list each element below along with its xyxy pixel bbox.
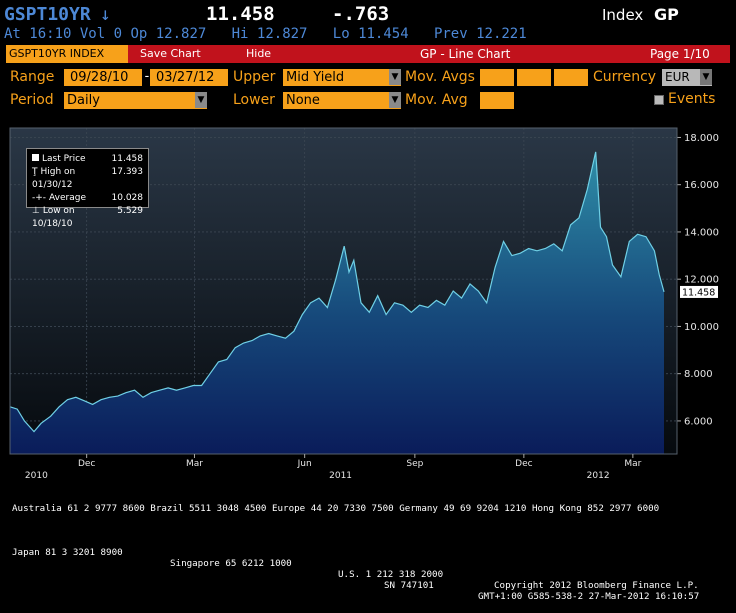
y-tick-label: 18.000 bbox=[684, 133, 719, 144]
low-marker-icon: ⊥ bbox=[32, 206, 40, 216]
price-area bbox=[10, 151, 664, 454]
price-line bbox=[9, 151, 665, 433]
page-indicator[interactable]: Page 1/10 bbox=[650, 47, 710, 61]
last-price-swatch-icon bbox=[32, 154, 39, 161]
footer-sn: SN 747101 bbox=[384, 580, 434, 591]
period-select[interactable]: Daily ▼ bbox=[64, 92, 207, 109]
range-end-input[interactable]: 03/27/12 bbox=[150, 69, 228, 86]
save-chart-button[interactable]: Save Chart bbox=[140, 47, 201, 60]
footer-japan: Japan 81 3 3201 8900 bbox=[12, 547, 123, 558]
last-value-label: 11.458 bbox=[682, 287, 715, 298]
lower-select[interactable]: None ▼ bbox=[283, 92, 401, 109]
x-year-label: 2010 bbox=[25, 471, 48, 480]
upper-label: Upper bbox=[233, 69, 276, 85]
legend-row-high: Ţ High on 01/30/12 17.393 bbox=[32, 166, 143, 192]
mov-avg-label: Mov. Avg bbox=[405, 92, 468, 108]
index-code: GP bbox=[654, 5, 679, 24]
index-label: Index bbox=[602, 6, 644, 24]
chevron-down-icon[interactable]: ▼ bbox=[195, 92, 207, 108]
toolbar bbox=[6, 45, 730, 63]
range-separator: - bbox=[143, 69, 151, 84]
x-tick-label: Jun bbox=[297, 459, 312, 469]
range-label: Range bbox=[10, 69, 55, 85]
x-tick-label: Dec bbox=[515, 459, 532, 469]
legend-high-label: High on 01/30/12 bbox=[32, 167, 76, 190]
ticker-symbol: GSPT10YR bbox=[4, 4, 91, 25]
legend-row-low: ⊥ Low on 10/18/10 5.529 bbox=[32, 205, 143, 231]
hide-button[interactable]: Hide bbox=[246, 47, 272, 60]
quote-at: At 16:10 bbox=[4, 26, 72, 42]
chevron-down-icon[interactable]: ▼ bbox=[389, 69, 401, 85]
security-field[interactable]: GSPT10YR INDEX bbox=[6, 45, 128, 63]
period-select-value: Daily bbox=[67, 93, 100, 108]
high-marker-icon: Ţ bbox=[32, 167, 38, 177]
legend-avg-label: Average bbox=[49, 193, 87, 203]
x-tick-label: Sep bbox=[406, 459, 423, 469]
legend-low-value: 5.529 bbox=[117, 206, 143, 216]
y-tick-label: 10.000 bbox=[684, 322, 719, 333]
legend-high-value: 17.393 bbox=[111, 167, 144, 177]
footer-timestamp: GMT+1:00 G585-538-2 27-Mar-2012 16:10:57 bbox=[478, 591, 700, 602]
x-year-label: 2012 bbox=[587, 471, 610, 480]
footer-singapore: Singapore 65 6212 1000 bbox=[170, 558, 292, 569]
last-price: 11.458 bbox=[206, 3, 275, 25]
x-tick-label: Mar bbox=[186, 459, 203, 469]
quote-hi: Hi 12.827 bbox=[231, 26, 308, 42]
lower-select-value: None bbox=[286, 93, 320, 108]
y-tick-label: 6.000 bbox=[684, 416, 713, 427]
currency-label: Currency bbox=[593, 69, 657, 85]
period-label: Period bbox=[10, 92, 54, 108]
y-tick-label: 12.000 bbox=[684, 275, 719, 286]
mov-avg-field-1[interactable] bbox=[480, 69, 514, 86]
footer-line-2: Japan 81 3 3201 8900 Singapore 65 6212 1… bbox=[0, 536, 736, 591]
mov-avg-field-2[interactable] bbox=[517, 69, 551, 86]
range-start-input[interactable]: 09/28/10 bbox=[64, 69, 142, 86]
x-tick-label: Dec bbox=[78, 459, 95, 469]
mov-avgs-label: Mov. Avgs bbox=[405, 69, 475, 85]
footer-line-1: Australia 61 2 9777 8600 Brazil 5511 304… bbox=[12, 503, 660, 514]
chevron-down-icon[interactable]: ▼ bbox=[389, 92, 401, 108]
events-label: Events bbox=[668, 91, 716, 107]
events-checkbox[interactable] bbox=[654, 95, 664, 105]
y-tick-label: 16.000 bbox=[684, 180, 719, 191]
legend-low-label: Low on 10/18/10 bbox=[32, 206, 75, 229]
currency-select-value: EUR bbox=[665, 70, 690, 84]
y-tick-label: 8.000 bbox=[684, 369, 713, 380]
price-change: -.763 bbox=[332, 3, 390, 25]
footer-line-3: SN 747101 GMT+1:00 G585-538-2 27-Mar-201… bbox=[0, 569, 736, 602]
plot-border bbox=[9, 127, 678, 455]
mov-avg-lower-field[interactable] bbox=[480, 92, 514, 109]
chevron-down-icon[interactable]: ▼ bbox=[700, 69, 712, 85]
legend-row-last: Last Price 11.458 bbox=[32, 153, 143, 166]
quote-prev: Prev 12.221 bbox=[433, 26, 527, 42]
quote-line: At 16:10 Vol 0 Op 12.827 Hi 12.827 Lo 11… bbox=[4, 26, 527, 42]
legend-last-value: 11.458 bbox=[111, 154, 144, 164]
footer: Australia 61 2 9777 8600 Brazil 5511 304… bbox=[0, 481, 736, 602]
average-marker-icon: -+- bbox=[32, 193, 47, 203]
legend-row-average: -+- Average 10.028 bbox=[32, 192, 143, 205]
chart-title: GP - Line Chart bbox=[420, 47, 511, 61]
x-tick-label: Mar bbox=[624, 459, 641, 469]
quote-vol: Vol 0 bbox=[79, 26, 123, 42]
legend-last-label: Last Price bbox=[42, 154, 86, 164]
y-tick-label: 14.000 bbox=[684, 227, 719, 238]
quote-op: Op 12.827 bbox=[130, 26, 207, 42]
footer-copyright: Copyright 2012 Bloomberg Finance L.P. bbox=[494, 580, 699, 591]
upper-select-value: Mid Yield bbox=[286, 70, 345, 85]
currency-select[interactable]: EUR ▼ bbox=[662, 69, 712, 86]
upper-select[interactable]: Mid Yield ▼ bbox=[283, 69, 401, 86]
last-value-marker bbox=[680, 285, 718, 298]
x-year-label: 2011 bbox=[329, 471, 352, 480]
legend-avg-value: 10.028 bbox=[111, 193, 144, 203]
down-arrow-icon: ↓ bbox=[100, 4, 111, 25]
quote-lo: Lo 11.454 bbox=[332, 26, 409, 42]
mov-avg-field-3[interactable] bbox=[554, 69, 588, 86]
chart-legend: Last Price 11.458 Ţ High on 01/30/12 17.3… bbox=[26, 148, 149, 229]
lower-label: Lower bbox=[233, 92, 275, 108]
